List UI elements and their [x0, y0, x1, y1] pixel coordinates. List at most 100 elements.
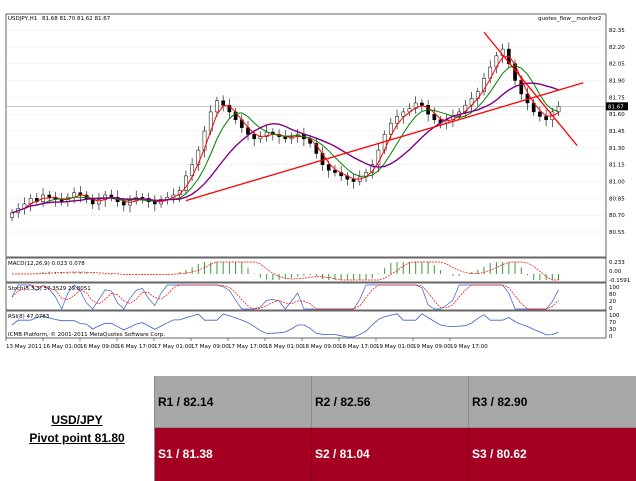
candle-body — [184, 175, 188, 191]
trendline-1 — [185, 82, 584, 202]
platform-footer: ICMB Platform, © 2001-2011 MetaQuotes So… — [8, 331, 165, 338]
s2-cell: S2 / 81.04 — [312, 428, 469, 481]
stoch-pane — [5, 282, 607, 311]
candle-body — [463, 104, 468, 113]
candle-body — [395, 116, 399, 124]
candle-body — [333, 170, 337, 173]
candle-body — [544, 116, 548, 121]
candle-body — [420, 102, 424, 106]
time-tick-label: 16 May 09:00 — [80, 344, 118, 350]
price-tick-label: 81.15 — [609, 163, 625, 169]
candle-body — [152, 201, 157, 205]
price-tick-label: 82.35 — [609, 28, 625, 34]
moving-averages — [11, 55, 559, 214]
price-tick-label: 82.05 — [609, 62, 625, 68]
macd-axis: 0.233 0.00 -0.1591 — [609, 260, 630, 284]
candle-body — [97, 199, 101, 205]
stoch-main — [11, 284, 559, 310]
time-tick-label: 19 May 09:00 — [413, 344, 451, 350]
candle-body — [432, 113, 437, 121]
candle-body — [351, 179, 356, 182]
macd-pane — [5, 257, 607, 283]
time-tick-label: 18 May 09:00 — [302, 344, 340, 350]
main-pane-frame — [5, 13, 607, 258]
candle-body — [47, 194, 52, 198]
price-chart: 82.35 82.20 82.05 81.90 81.75 81.60 81.45 81.30… — [5, 13, 630, 350]
rsi-label: RSI(8) 47.0783 — [8, 314, 50, 320]
candle-body — [202, 130, 207, 151]
time-tick-label: 17 May 01:00 — [154, 344, 192, 350]
time-tick-label: 18 May 01:00 — [265, 344, 303, 350]
pivot-point-label: Pivot point 81.80 — [29, 430, 125, 445]
price-tick-label: 80.70 — [609, 213, 625, 219]
stoch-lines — [11, 284, 559, 310]
rsi-tick-label: 0 — [609, 334, 613, 340]
current-price-badge — [606, 102, 628, 111]
candle-body — [556, 106, 561, 113]
price-tick-label: 81.60 — [609, 112, 625, 118]
candle-body — [215, 100, 219, 113]
time-tick-label: 17 May 09:00 — [191, 344, 229, 350]
pair-cell: USD/JPY Pivot point 81.80 — [0, 376, 155, 481]
rsi-tick-label: 100 — [609, 313, 620, 319]
rsi-pane — [5, 310, 607, 339]
price-axis: 82.35 82.20 82.05 81.90 81.75 81.60 81.45 81.30… — [606, 28, 628, 236]
price-tick-label: 81.75 — [609, 95, 625, 101]
candle-body — [388, 122, 393, 135]
rsi-tick-label: 70 — [609, 320, 616, 326]
candle-body — [221, 100, 226, 106]
time-axis: 13 May 2011 16 May 01:00 16 May 09:00 16 Ma… — [5, 338, 488, 350]
price-tick-label: 80.85 — [609, 196, 625, 202]
time-tick-label: 13 May 2011 — [6, 344, 42, 350]
candle-body — [326, 164, 331, 171]
candle-body — [314, 143, 319, 154]
stoch-tick-label: 0 — [609, 306, 613, 312]
time-tick-label: 16 May 01:00 — [43, 344, 81, 350]
pivot-table: USD/JPY Pivot point 81.80 R1 / 82.14 R2 … — [0, 376, 636, 481]
price-tick-label: 81.30 — [609, 146, 625, 152]
stoch-signal — [11, 284, 559, 310]
candle-body — [413, 102, 418, 109]
r2-cell: R2 / 82.56 — [312, 376, 469, 428]
candle-body — [482, 78, 486, 92]
s1-cell: S1 / 81.38 — [155, 428, 312, 481]
time-tick-label: 19 May 01:00 — [376, 344, 414, 350]
trendlines — [185, 31, 584, 202]
macd-label: MACD(12,26,9) 0.023 0.078 — [8, 261, 85, 267]
r3-cell: R3 / 82.90 — [469, 376, 636, 428]
rsi-path — [11, 313, 559, 338]
price-tick-label: 81.45 — [609, 129, 625, 135]
price-tick-label: 80.55 — [609, 230, 625, 236]
candle-body — [376, 149, 381, 165]
price-tick-label: 81.90 — [609, 79, 625, 85]
stoch-label: Stoch(5,3,3) 37.3529 29.8051 — [8, 286, 91, 292]
candle-body — [538, 111, 542, 117]
rsi-line — [11, 313, 559, 338]
macd-signal-path — [12, 261, 559, 281]
time-tick-label: 17 May 17:00 — [228, 344, 266, 350]
time-tick-label: 16 May 17:00 — [117, 344, 155, 350]
chart-ohlc-header: 81.68 81.70 81.62 81.67 — [42, 16, 111, 22]
candle-body — [401, 111, 406, 117]
macd-histogram — [36, 262, 560, 280]
chart-watermark: quotes_flow__monitor2 — [538, 16, 601, 22]
stoch-tick-label: 80 — [609, 292, 616, 298]
time-tick-label: 18 May 17:00 — [339, 344, 377, 350]
candle-body — [227, 104, 232, 113]
pair-label: USD/JPY — [51, 412, 103, 427]
price-tick-label: 82.20 — [609, 45, 625, 51]
candle-body — [121, 201, 126, 206]
stoch-tick-label: 100 — [609, 285, 620, 291]
candle-body — [196, 149, 201, 165]
macd-tick-label: 0.233 — [609, 260, 625, 266]
chart-symbol-label: USDJPY,H1 — [8, 16, 37, 22]
candle-body — [252, 134, 257, 140]
r1-cell: R1 / 82.14 — [155, 376, 312, 428]
macd-tick-label: 0.00 — [609, 269, 622, 275]
price-tick-label: 81.00 — [609, 180, 625, 186]
stoch-tick-label: 20 — [609, 299, 616, 305]
ma-line-3 — [11, 82, 559, 214]
trendline-2 — [483, 31, 578, 147]
